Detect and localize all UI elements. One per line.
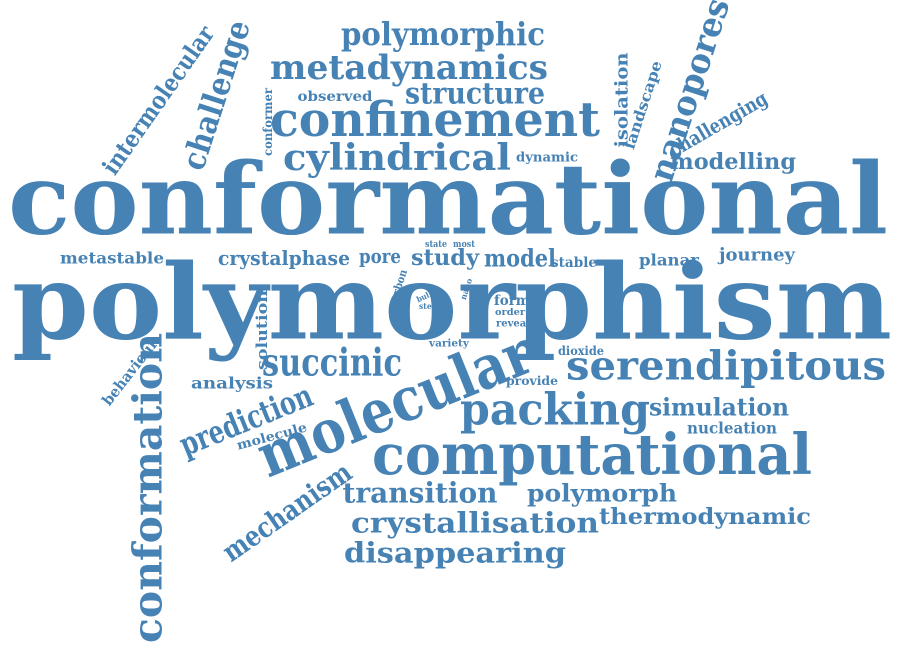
word-analysis: analysis bbox=[191, 374, 273, 393]
word-planar: planar bbox=[639, 251, 700, 270]
word-form: form bbox=[494, 293, 530, 309]
word-pore: pore bbox=[359, 244, 401, 268]
word-packing: packing bbox=[460, 385, 650, 436]
word-simulation: simulation bbox=[649, 393, 789, 422]
word-journey: journey bbox=[717, 245, 796, 266]
word-provide: provide bbox=[506, 374, 558, 388]
word-dioxide: dioxide bbox=[558, 344, 604, 358]
word-disappearing: disappearing bbox=[344, 537, 566, 570]
word-serendipitous: serendipitous bbox=[566, 343, 886, 390]
word-model: model bbox=[484, 244, 556, 273]
word-crystallisation: crystallisation bbox=[351, 507, 599, 540]
word-cylindrical: cylindrical bbox=[283, 137, 511, 179]
word-step: step bbox=[419, 301, 437, 311]
word-thermodynamic: thermodynamic bbox=[599, 504, 811, 530]
word-polymorphic: polymorphic bbox=[341, 15, 545, 53]
word-observed: observed bbox=[298, 89, 373, 105]
word-state: state bbox=[425, 240, 447, 250]
word-variety: variety bbox=[428, 339, 470, 350]
word-most: most bbox=[453, 240, 476, 250]
word-solution: solution bbox=[253, 290, 271, 370]
word-conformer: conformer bbox=[261, 87, 275, 156]
word-stable: stable bbox=[551, 255, 597, 271]
word-nucleation: nucleation bbox=[687, 419, 777, 438]
word-metastable: metastable bbox=[60, 249, 164, 268]
word-reveal: reveal bbox=[496, 319, 530, 330]
word-structure: structure bbox=[405, 77, 545, 112]
word-succinic: succinic bbox=[262, 340, 402, 385]
word-crystalphase: crystalphase bbox=[218, 246, 350, 270]
word-order: order bbox=[495, 308, 525, 318]
word-dynamic: dynamic bbox=[516, 151, 578, 166]
word-transition: transition bbox=[343, 477, 498, 510]
